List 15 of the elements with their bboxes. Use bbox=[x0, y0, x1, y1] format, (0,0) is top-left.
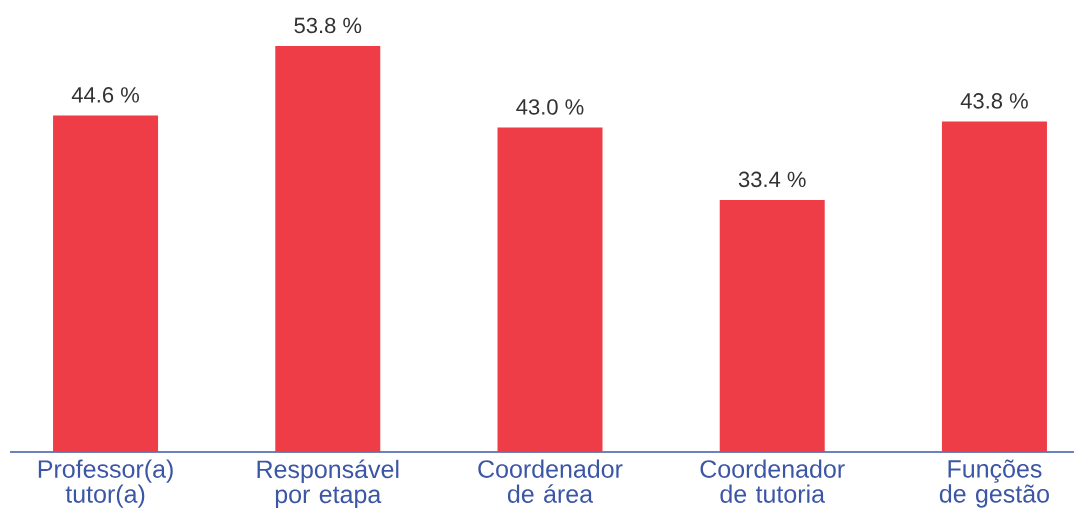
bar bbox=[941, 121, 1047, 452]
bar bbox=[275, 46, 381, 452]
data-label: 43.0 % bbox=[516, 99, 584, 115]
data-label: 44.6 % bbox=[71, 87, 139, 103]
bar bbox=[497, 127, 603, 452]
x-tick-label: Coordenador de tutoria bbox=[700, 459, 845, 503]
x-tick-label: Professor(a) tutor(a) bbox=[38, 459, 173, 508]
data-label: 33.4 % bbox=[738, 171, 806, 188]
data-label: 53.8 % bbox=[294, 17, 362, 34]
x-tick-label: Responsável por etapa bbox=[257, 459, 399, 509]
x-tick-label: Coordenador de área bbox=[478, 459, 623, 503]
x-tick-label: Funções de gestão bbox=[939, 459, 1049, 508]
bar bbox=[719, 199, 825, 452]
bar bbox=[53, 115, 159, 452]
data-label: 43.8 % bbox=[960, 93, 1028, 109]
